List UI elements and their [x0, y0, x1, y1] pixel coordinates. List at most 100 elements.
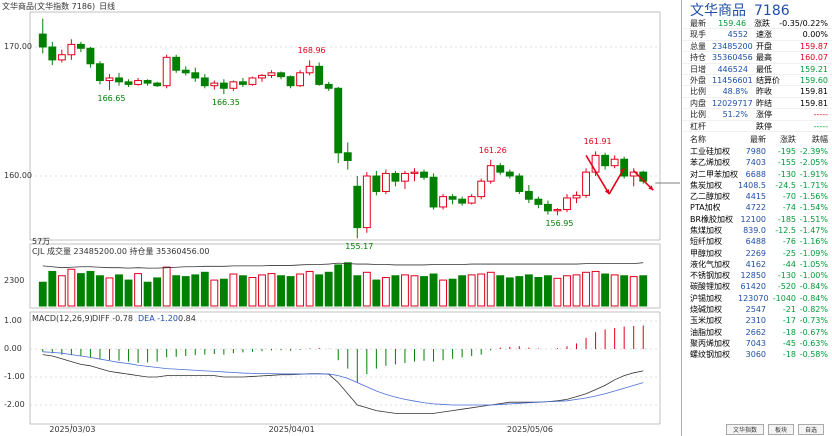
volume-bar: [134, 273, 143, 307]
list-header-price[interactable]: 最新: [750, 134, 766, 144]
candle-up: [210, 82, 219, 87]
volume-bar: [477, 273, 486, 307]
quote-value: 159.60: [800, 75, 828, 85]
list-cell-name: 对二甲苯加权: [690, 169, 738, 179]
list-item[interactable]: 碳酸锂加权 61420 -520 -0.84%: [682, 281, 832, 292]
list-item[interactable]: 短纤加权 6488 -76 -1.16%: [682, 236, 832, 247]
candle-up: [439, 196, 448, 208]
quote-row: 持仓 35360456 最高 160.07: [682, 52, 832, 64]
quote-label: 内盘: [690, 98, 706, 108]
list-item[interactable]: 沪锡加权 123070 -1040 -0.84%: [682, 293, 832, 304]
candle-down: [96, 63, 104, 82]
quote-row: 总量 23485200 开盘 159.87: [682, 41, 832, 53]
list-cell-price: 839.0: [743, 225, 766, 235]
quote-value: 159.81: [800, 87, 828, 97]
list-header-pct[interactable]: 跌幅: [812, 134, 828, 144]
list-cell-price: 6488: [745, 237, 766, 247]
list-item[interactable]: 油脂加权 2662 -18 -0.67%: [682, 327, 832, 338]
list-item[interactable]: 乙二醇加权 4415 -70 -1.56%: [682, 191, 832, 202]
list-item[interactable]: 玉米加权 2310 -17 -0.73%: [682, 315, 832, 326]
quote-value: 159.81: [800, 98, 828, 108]
list-item[interactable]: 液化气加权 4162 -44 -1.05%: [682, 259, 832, 270]
list-cell-price: 2662: [745, 327, 766, 337]
volume-bar: [372, 279, 381, 307]
candle-down: [353, 185, 362, 229]
quote-label: 现手: [690, 30, 706, 40]
list-cell-name: 油脂加权: [690, 327, 722, 337]
candle-up: [248, 77, 257, 85]
list-cell-change: -185: [777, 214, 796, 224]
quote-label: 比例: [690, 87, 706, 97]
macd-diff-line: [42, 354, 644, 414]
list-item[interactable]: 焦煤加权 839.0 -12.5 -1.47%: [682, 225, 832, 236]
list-cell-pct: -1.09%: [799, 248, 828, 258]
list-item[interactable]: 焦炭加权 1408.5 -24.5 -1.71%: [682, 180, 832, 191]
list-cell-pct: -1.56%: [799, 192, 828, 202]
bottom-tab[interactable]: 文华指数: [725, 424, 764, 435]
list-cell-price: 12850: [740, 271, 766, 281]
candle-down: [505, 171, 514, 177]
list-cell-name: 焦炭加权: [690, 180, 722, 190]
quote-row: 杠杆 跌停 -----: [682, 121, 832, 132]
quote-label: 跌停: [756, 121, 772, 131]
list-cell-price: 6688: [745, 169, 766, 179]
bottom-tab[interactable]: 板块: [767, 424, 794, 435]
list-item[interactable]: 聚丙烯加权 7043 -45 -0.63%: [682, 338, 832, 349]
volume-bar: [305, 270, 314, 307]
list-cell-price: 7980: [745, 146, 766, 156]
trend-arrow-line: [608, 167, 625, 195]
list-cell-change: -45: [782, 338, 796, 348]
list-cell-price: 4415: [745, 192, 766, 202]
list-cell-change: -70: [782, 192, 796, 202]
list-cell-pct: -0.84%: [799, 293, 828, 303]
list-item[interactable]: 苯乙烯加权 7403 -155 -2.05%: [682, 157, 832, 168]
candle-down: [601, 154, 610, 167]
kline-chart-svg[interactable]: [0, 0, 680, 436]
volume-bar: [639, 275, 648, 307]
quote-value: 23485200: [712, 41, 753, 51]
quote-value: 159.46: [718, 19, 747, 28]
list-header-name[interactable]: 名称: [690, 134, 706, 144]
volume-bar: [267, 273, 276, 307]
chart-area[interactable]: 文华商品(文华指数 7186) 日线 170.00 160.00 168.96 166…: [0, 0, 680, 436]
chart-period[interactable]: 日线: [99, 2, 116, 11]
quote-value: 35360456: [712, 53, 753, 63]
list-cell-change: -21: [782, 305, 796, 315]
macd-legend-name: MACD(12,26,9): [32, 314, 93, 323]
volume-bar: [96, 275, 104, 307]
list-cell-change: -74: [782, 203, 796, 213]
list-item[interactable]: BR橡胶加权 12100 -185 -1.51%: [682, 214, 832, 225]
volume-bar: [76, 273, 85, 307]
quote-row: 内盘 12029717 昨结 159.81: [682, 98, 832, 110]
list-item[interactable]: 螺纹钢加权 3060 -18 -0.58%: [682, 349, 832, 360]
list-cell-price: 2269: [745, 248, 766, 258]
volume-bar: [620, 275, 629, 307]
list-header-change[interactable]: 涨跌: [780, 134, 796, 144]
macd-axis-label: 0.00: [4, 344, 22, 353]
list-item[interactable]: 甲醇加权 2269 -25 -1.09%: [682, 248, 832, 259]
trend-arrow-head: [648, 185, 654, 191]
volume-bar: [181, 276, 190, 307]
list-cell-pct: -1.71%: [799, 180, 828, 190]
quote-label: 日增: [690, 64, 706, 74]
list-cell-change: -12.5: [775, 225, 796, 235]
date-axis-label: 2025/04/01: [268, 425, 315, 434]
list-item[interactable]: PTA加权 4722 -74 -1.54%: [682, 202, 832, 213]
quote-row: 比例 48.8% 昨收 159.81: [682, 86, 832, 98]
list-item[interactable]: 对二甲苯加权 6688 -130 -1.91%: [682, 169, 832, 180]
list-cell-price: 4722: [745, 203, 766, 213]
candle-up: [258, 74, 266, 79]
candle-down: [515, 175, 524, 192]
list-item[interactable]: 烧碱加权 2547 -21 -0.82%: [682, 304, 832, 315]
volume-bar: [124, 279, 133, 307]
list-cell-price: 12100: [740, 214, 766, 224]
list-item[interactable]: 不锈钢加权 12850 -130 -1.00%: [682, 270, 832, 281]
list-cell-name: 液化气加权: [690, 259, 730, 269]
list-item[interactable]: 工业硅加权 7980 -195 -2.39%: [682, 146, 832, 157]
list-cell-price: 2310: [745, 316, 766, 326]
list-cell-pct: -1.51%: [799, 214, 828, 224]
volume-bar: [172, 275, 181, 307]
volume-bar: [496, 275, 505, 307]
quote-label: 涨停: [756, 110, 772, 120]
bottom-tab[interactable]: 自选: [797, 424, 824, 435]
